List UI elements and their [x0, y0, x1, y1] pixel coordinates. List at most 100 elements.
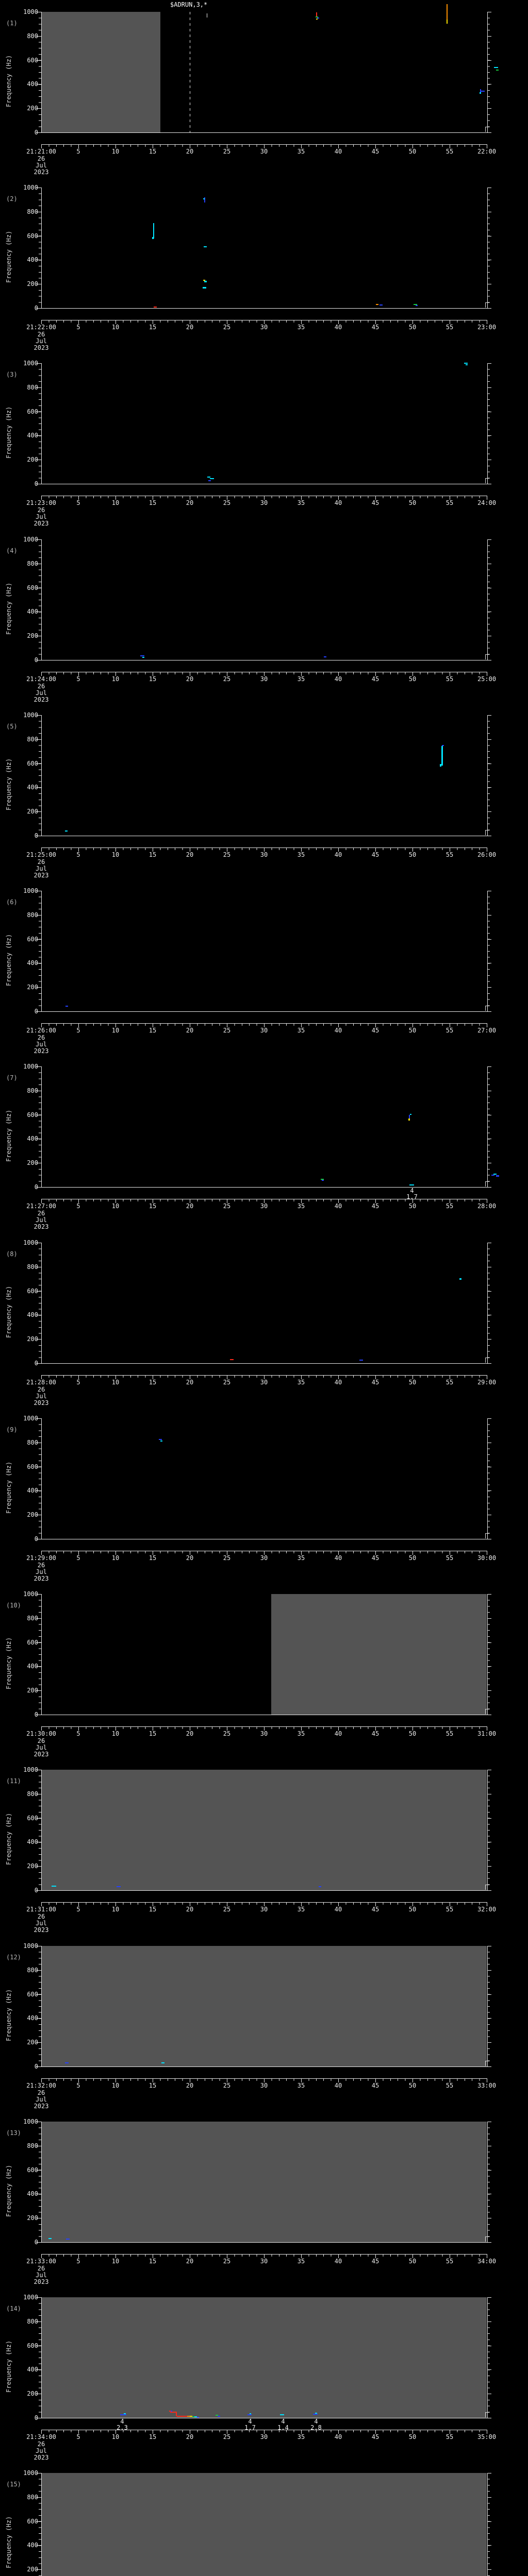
x-tick-label: 55 [446, 2258, 454, 2265]
x-tick-label: 25 [223, 324, 231, 331]
spectral-mark [65, 1006, 68, 1007]
spectrogram-panel: (1) Frequency (Hz) 1000 800 600 400 200 0 21:21:… [0, 0, 528, 176]
y-axis-label: Frequency (Hz) [5, 1989, 12, 2041]
corner-mark [485, 1709, 489, 1714]
time-axis-major-ticks [41, 848, 488, 852]
y-tick-label: 200 [27, 1862, 38, 1870]
figure-title: $ADRUN,3,* [170, 1, 208, 8]
y-tick-label: 400 [27, 1311, 38, 1319]
event-annotation: 4 2.8 [310, 2418, 322, 2431]
y-minor-ticks-left [39, 12, 41, 133]
time-axis-major-ticks [41, 2255, 488, 2258]
axis-start-time-label: 21:25:00 [26, 851, 56, 858]
y-tick-label: 600 [27, 584, 38, 591]
event-annotation: 4 2.3 [117, 2418, 128, 2431]
spectrogram-panel: (13) Frequency (Hz) 1000 800 600 400 200 0 21:33… [0, 2110, 528, 2285]
x-tick-label: 55 [446, 1027, 454, 1034]
y-tick-label: 0 [20, 1711, 38, 1718]
time-axis-line [41, 1023, 487, 1024]
y-tick-label: 400 [27, 1838, 38, 1846]
axis-date-line: 2023 [34, 2454, 49, 2461]
spectral-mark [416, 305, 418, 306]
y-tick-label: 800 [27, 735, 38, 743]
x-tick-label: 30 [260, 148, 268, 155]
spectrogram-panel: (2) Frequency (Hz) 1000 800 600 400 200 0 21:22:… [0, 176, 528, 351]
panel-number-label: (2) [6, 195, 18, 202]
y-tick-label: 600 [27, 408, 38, 415]
x-tick-label: 5 [76, 324, 80, 331]
axis-date-line: Jul [36, 2447, 47, 2454]
y-tick-label: 200 [27, 808, 38, 816]
x-tick-label: 45 [371, 1554, 380, 1562]
y-tick-label: 600 [27, 1990, 38, 1998]
spectral-mark [210, 478, 214, 479]
x-tick-label: 40 [334, 1027, 342, 1034]
axis-date-line: 2023 [34, 520, 49, 527]
spectral-mark [176, 2412, 177, 2416]
x-tick-label: 40 [334, 148, 342, 155]
spectral-mark [324, 656, 326, 657]
x-tick-label: 30 [260, 851, 268, 858]
axis-end-time-label: 35:00 [477, 2433, 497, 2441]
spectrogram-panel: (5) Frequency (Hz) 1000 800 600 400 200 0 21:25:… [0, 703, 528, 879]
spectral-mark [459, 1278, 461, 1280]
axis-start-time-label: 21:28:00 [26, 1379, 56, 1386]
axis-date-line: 2023 [34, 1926, 49, 1934]
axis-end-time-label: 30:00 [477, 1554, 497, 1562]
x-tick-label: 25 [223, 1906, 231, 1913]
x-tick-label: 50 [408, 1027, 417, 1034]
y-tick-label: 600 [27, 1287, 38, 1295]
y-axis-label: Frequency (Hz) [5, 1637, 12, 1689]
y-tick-label: 1000 [23, 887, 38, 894]
y-tick-label: 600 [27, 1814, 38, 1822]
time-axis-major-ticks [41, 320, 488, 324]
spectral-mark [447, 20, 448, 24]
axis-date-line: Jul [36, 1216, 47, 1224]
y-tick-label: 0 [20, 1360, 38, 1366]
x-tick-label: 25 [223, 2082, 231, 2089]
x-tick-label: 40 [334, 1730, 342, 1737]
x-tick-label: 30 [260, 1554, 268, 1562]
x-tick-label: 25 [223, 2433, 231, 2441]
spectrogram-panel: (11) Frequency (Hz) 1000 800 600 400 200 0 21:31… [0, 1758, 528, 1934]
y-axis-label: Frequency (Hz) [5, 1285, 12, 1338]
x-tick-label: 35 [297, 1554, 305, 1562]
spectral-mark [170, 2412, 177, 2413]
corner-mark [485, 302, 489, 308]
panel-number-label: (14) [6, 2305, 21, 2312]
y-minor-ticks-right [487, 1770, 490, 1891]
x-tick-label: 35 [297, 2258, 305, 2265]
y-tick-label: 1000 [23, 2294, 38, 2301]
y-axis-label: Frequency (Hz) [5, 55, 12, 107]
spectral-mark [409, 1115, 410, 1120]
spectral-mark [204, 197, 205, 202]
x-tick-label: 10 [111, 148, 120, 155]
y-tick-label: 600 [27, 1638, 38, 1646]
x-tick-label: 50 [408, 1730, 417, 1737]
axis-date-line: 26 [37, 155, 45, 162]
time-axis-line [41, 1375, 487, 1376]
spectral-mark [120, 2414, 126, 2415]
corner-mark [485, 830, 489, 835]
axis-date-line: 2023 [34, 2278, 49, 2285]
spectral-mark [142, 657, 144, 658]
x-tick-label: 5 [76, 2433, 80, 2441]
y-tick-label: 600 [27, 2342, 38, 2349]
x-tick-label: 15 [148, 324, 157, 331]
y-tick-label: 400 [27, 784, 38, 791]
y-tick-label: 200 [27, 280, 38, 288]
y-tick-label: 400 [27, 80, 38, 88]
plot-frame [41, 539, 488, 660]
x-tick-label: 40 [334, 851, 342, 858]
panel-number-label: (1) [6, 20, 18, 27]
spectral-mark [52, 1886, 56, 1887]
x-tick-label: 20 [186, 675, 194, 683]
y-minor-ticks-right [487, 891, 490, 1012]
x-tick-label: 40 [334, 2433, 342, 2441]
event-annotation: 4 1.7 [406, 1187, 418, 1200]
y-tick-label: 1000 [23, 360, 38, 367]
y-tick-label: 200 [27, 2039, 38, 2046]
x-tick-label: 10 [111, 1202, 120, 1210]
x-tick-label: 10 [111, 324, 120, 331]
spectral-mark [140, 655, 144, 656]
